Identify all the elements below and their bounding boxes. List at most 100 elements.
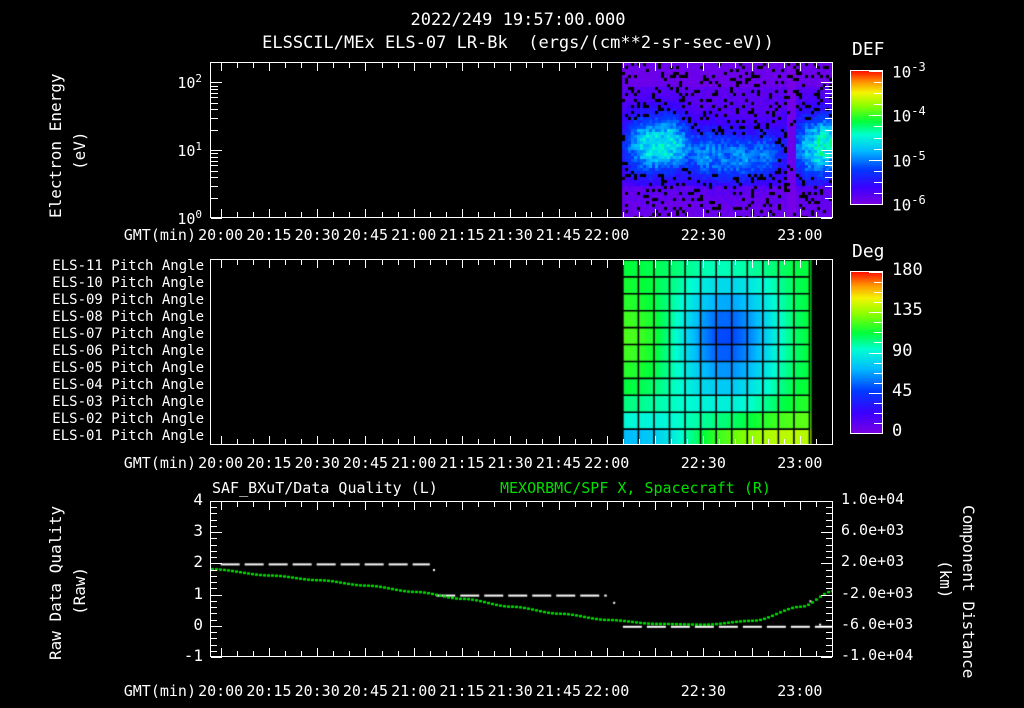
axis-tick-minor	[832, 502, 833, 507]
axis-tick-minor	[590, 212, 592, 217]
panel1-ytick	[211, 82, 222, 84]
axis-tick-minor	[365, 260, 367, 268]
panel1-ytick	[825, 62, 832, 63]
xtick-label: 22:00	[584, 226, 630, 244]
xtick-label: 21:45	[535, 454, 582, 472]
panel3-ytick-label: 4	[193, 490, 203, 509]
axis-tick-minor	[526, 502, 528, 507]
axis-tick-minor	[510, 63, 512, 71]
axis-tick-minor	[333, 439, 335, 444]
panel2-row-label: ELS-05 Pitch Angle	[52, 359, 204, 376]
axis-tick-minor	[429, 439, 431, 444]
panel1-ytick	[211, 218, 222, 219]
axis-tick-minor	[655, 436, 657, 444]
panel1-ytick	[211, 85, 218, 87]
axis-tick-minor	[461, 260, 463, 268]
panel1-ytick	[211, 185, 218, 187]
panel1-ytick	[211, 160, 218, 162]
axis-tick-minor	[832, 651, 833, 656]
axis-tick-minor	[783, 502, 785, 507]
axis-tick-minor	[349, 651, 351, 656]
panel1-ytick	[825, 97, 832, 99]
panel1-ytick	[211, 97, 218, 99]
panel3-right-ytick-minor	[826, 657, 832, 658]
axis-tick-minor	[268, 63, 270, 71]
def-colorbar-label: 10-3	[892, 60, 926, 82]
axis-tick-minor	[799, 648, 801, 656]
axis-tick-minor	[333, 260, 335, 265]
axis-tick-minor	[783, 439, 785, 444]
axis-tick-minor	[397, 439, 399, 444]
axis-tick-minor	[735, 212, 737, 217]
def-colorbar-tick-minor	[874, 204, 882, 205]
axis-tick-minor	[333, 63, 335, 68]
axis-tick-minor	[268, 260, 270, 268]
def-colorbar-exponent: -6	[911, 193, 926, 207]
axis-tick-minor	[349, 260, 351, 265]
axis-tick-minor	[815, 260, 817, 265]
axis-tick-minor	[542, 212, 544, 217]
panel3-right-ytick-minor	[826, 582, 832, 584]
panel1-ytick	[211, 197, 218, 199]
axis-tick-minor	[590, 651, 592, 656]
plot-timestamp: 2022/249 19:57:00.000	[410, 10, 626, 30]
panel1-ytick	[825, 165, 832, 167]
axis-tick-minor	[478, 260, 480, 265]
panel3-right-ytick-minor	[826, 594, 832, 596]
axis-tick-minor	[510, 436, 512, 444]
panel1-ytick	[825, 170, 832, 172]
panel3-right-ytick-minor	[826, 588, 832, 590]
axis-tick-minor	[268, 502, 270, 510]
axis-tick-minor	[735, 260, 737, 265]
axis-tick-minor	[220, 63, 222, 71]
axis-tick-minor	[799, 63, 801, 71]
deg-colorbar-label: 90	[892, 340, 913, 361]
axis-tick-minor	[397, 63, 399, 68]
panel3-ytick-minor	[211, 607, 217, 609]
axis-tick-minor	[252, 212, 254, 217]
axis-tick-minor	[687, 212, 689, 217]
axis-tick-minor	[687, 260, 689, 265]
deg-colorbar-tick-minor	[874, 332, 882, 334]
axis-tick-minor	[638, 63, 640, 68]
axis-tick-minor	[236, 63, 238, 68]
axis-tick-minor	[413, 648, 415, 656]
axis-tick-minor	[671, 439, 673, 444]
panel3-right-ytick-minor	[826, 600, 832, 602]
deg-colorbar-title: Deg	[852, 241, 885, 262]
panel3-right-ylabel: Component Distance	[959, 505, 978, 678]
axis-tick-minor	[333, 212, 335, 217]
axis-tick-minor	[815, 502, 817, 507]
panel2-row-label: ELS-02 Pitch Angle	[52, 410, 204, 427]
xtick-label: 20:15	[246, 226, 292, 244]
xtick-label: 20:15	[246, 682, 292, 700]
panel3-right-ytick-minor	[826, 563, 832, 565]
panel3-right-ytick-minor	[826, 575, 832, 577]
axis-tick-minor	[429, 63, 431, 68]
axis-tick-minor	[783, 260, 785, 265]
axis-tick-minor	[719, 502, 721, 507]
xtick-label: 21:00	[391, 682, 437, 700]
panel1-ytick	[211, 102, 218, 104]
axis-tick-minor	[317, 209, 319, 217]
panel2-row-label: ELS-07 Pitch Angle	[52, 326, 204, 343]
panel3-ytick-minor	[211, 519, 217, 521]
panel3-right-ytick-minor	[826, 538, 832, 540]
axis-tick-minor	[381, 502, 383, 507]
axis-tick-minor	[815, 212, 817, 217]
deg-colorbar-tick-minor	[874, 352, 882, 354]
panel3-ytick-minor	[211, 600, 217, 602]
axis-tick-minor	[285, 212, 286, 217]
axis-tick-minor	[590, 502, 592, 507]
panel3-ytick-minor	[211, 619, 217, 621]
def-colorbar-tick-minor	[874, 104, 882, 106]
xtick-label: 21:15	[439, 682, 485, 700]
axis-tick-minor	[494, 502, 496, 507]
panel2-row-label: ELS-10 Pitch Angle	[52, 275, 204, 292]
panel3-ylabel-text: Raw Data Quality	[46, 505, 65, 660]
plot-subtitle: ELSSCIL/MEx ELS-07 LR-Bk (ergs/(cm**2-sr…	[262, 33, 774, 53]
panel3-ytick-minor	[211, 563, 217, 565]
xtick-label: 22:30	[680, 454, 726, 472]
deg-colorbar-tick-minor	[874, 433, 882, 434]
